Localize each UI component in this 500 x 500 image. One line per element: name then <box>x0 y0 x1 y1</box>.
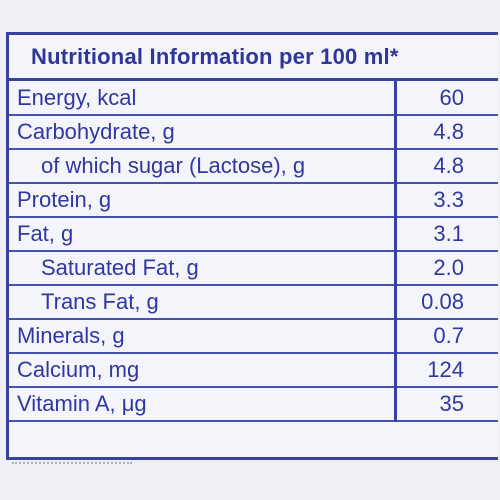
nutrient-row: Trans Fat, g 0.08 <box>9 285 498 320</box>
nutrient-value: 3.3 <box>395 183 498 218</box>
nutrient-row: Vitamin A, μg 35 <box>9 387 498 422</box>
nutrient-name: Vitamin A, μg <box>9 387 397 422</box>
nutrient-name: of which sugar (Lactose), g <box>9 149 397 184</box>
nutrient-value: 4.8 <box>395 149 498 184</box>
cut-off-footer-text <box>12 462 132 474</box>
nutrient-name: Saturated Fat, g <box>9 251 397 286</box>
nutrient-value: 3.1 <box>395 217 498 252</box>
nutrient-row: Minerals, g 0.7 <box>9 319 498 354</box>
nutrient-value: 0.7 <box>395 319 498 354</box>
nutrient-name: Fat, g <box>9 217 397 252</box>
nutrient-value: 124 <box>395 353 498 388</box>
nutrient-value: 0.08 <box>395 285 498 320</box>
nutrient-value: 2.0 <box>395 251 498 286</box>
nutrient-name: Protein, g <box>9 183 397 218</box>
nutrient-row: Protein, g 3.3 <box>9 183 498 218</box>
nutrient-name: Trans Fat, g <box>9 285 397 320</box>
nutrition-table-title: Nutritional Information per 100 ml* <box>9 35 498 81</box>
nutrient-name: Calcium, mg <box>9 353 397 388</box>
nutrition-table-panel: Nutritional Information per 100 ml* Ener… <box>6 32 498 460</box>
nutrient-value: 60 <box>395 81 498 116</box>
nutrition-table: Energy, kcal 60 Carbohydrate, g 4.8 of which… <box>9 81 498 422</box>
nutrient-row: of which sugar (Lactose), g 4.8 <box>9 149 498 184</box>
nutrient-value: 4.8 <box>395 115 498 150</box>
nutrient-name: Minerals, g <box>9 319 397 354</box>
nutrient-row: Carbohydrate, g 4.8 <box>9 115 498 150</box>
nutrient-row: Calcium, mg 124 <box>9 353 498 388</box>
nutrient-row: Fat, g 3.1 <box>9 217 498 252</box>
nutrient-name: Energy, kcal <box>9 81 397 116</box>
nutrient-name: Carbohydrate, g <box>9 115 397 150</box>
nutrient-row: Saturated Fat, g 2.0 <box>9 251 498 286</box>
nutrient-row: Energy, kcal 60 <box>9 81 498 116</box>
nutrient-value: 35 <box>395 387 498 422</box>
